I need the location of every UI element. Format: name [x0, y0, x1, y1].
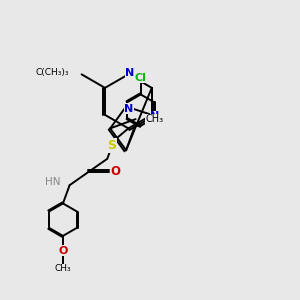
Text: O: O — [58, 246, 68, 256]
Text: CH₃: CH₃ — [55, 264, 71, 273]
Text: Cl: Cl — [135, 73, 147, 83]
Text: CH₃: CH₃ — [146, 114, 164, 124]
Text: N: N — [124, 104, 134, 114]
Text: HN: HN — [46, 177, 61, 187]
Text: N: N — [150, 111, 160, 121]
Text: N: N — [125, 68, 134, 78]
Text: O: O — [110, 166, 120, 178]
Text: S: S — [107, 139, 116, 152]
Text: C(CH₃)₃: C(CH₃)₃ — [36, 68, 69, 77]
